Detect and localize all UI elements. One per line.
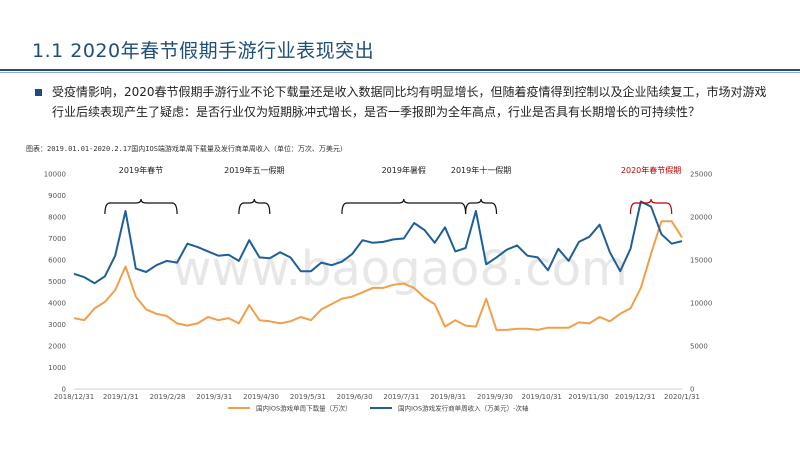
y-right-tick-label: 15000 xyxy=(690,257,712,265)
y-right-tick-label: 20000 xyxy=(690,214,712,222)
holiday-brace xyxy=(629,198,673,215)
y-left-tick-label: 8000 xyxy=(48,214,66,222)
legend-revenue-label: 国内IOS游戏发行商单周收入（万美元）-次轴 xyxy=(398,404,529,413)
y-left-tick-label: 2000 xyxy=(48,343,66,351)
y-left-tick-label: 3000 xyxy=(48,321,66,329)
y-left-tick-label: 6000 xyxy=(48,257,66,265)
holiday-brace xyxy=(104,198,178,215)
y-right-tick-label: 5000 xyxy=(690,343,708,351)
y-left-tick-label: 1000 xyxy=(48,364,66,372)
download-series-line xyxy=(73,220,683,331)
holiday-label: 2019年暑假 xyxy=(382,165,426,175)
x-tick-label: 2019/2/28 xyxy=(150,393,186,401)
x-tick-label: 2020/1/31 xyxy=(664,393,700,401)
y-left-tick-label: 7000 xyxy=(48,235,66,243)
x-tick-label: 2019/5/31 xyxy=(290,393,326,401)
y-left-tick-label: 5000 xyxy=(48,278,66,286)
legend-download-label: 国内IOS游戏单周下载量（万次） xyxy=(256,404,352,413)
holiday-label: 2019年春节 xyxy=(119,165,163,175)
x-tick-label: 2019/3/31 xyxy=(196,393,232,401)
x-tick-label: 2019/12/31 xyxy=(615,393,655,401)
y-left-tick-label: 0 xyxy=(62,386,66,394)
title-divider xyxy=(0,69,800,71)
y-right-tick-label: 0 xyxy=(690,386,694,394)
x-tick-label: 2019/8/31 xyxy=(430,393,466,401)
y-left-tick-label: 9000 xyxy=(48,192,66,200)
bullet-paragraph: 受疫情影响，2020春节假期手游行业不论下载量还是收入数据同比均有明显增长，但随… xyxy=(52,85,767,119)
holiday-label: 2019年五一假期 xyxy=(224,165,284,175)
holiday-brace xyxy=(464,198,498,215)
x-tick-label: 2018/12/31 xyxy=(54,393,94,401)
x-tick-label: 2019/9/30 xyxy=(477,393,513,401)
holiday-brace xyxy=(238,198,271,215)
page-title: 1.1 2020年春节假期手游行业表现突出 xyxy=(32,40,375,62)
y-right-tick-label: 10000 xyxy=(690,300,712,308)
x-tick-label: 2019/1/31 xyxy=(103,393,139,401)
y-left-tick-label: 10000 xyxy=(44,171,66,179)
x-tick-label: 2019/4/30 xyxy=(243,393,279,401)
revenue-series-line xyxy=(73,200,683,285)
holiday-brace xyxy=(341,198,467,215)
title-divider-thin xyxy=(0,72,800,73)
holiday-label: 2019年十一假期 xyxy=(451,165,511,175)
x-tick-label: 2019/7/31 xyxy=(383,393,419,401)
x-tick-label: 2019/6/30 xyxy=(337,393,373,401)
x-tick-label: 2019/11/30 xyxy=(568,393,608,401)
y-left-tick-label: 4000 xyxy=(48,300,66,308)
y-right-tick-label: 25000 xyxy=(690,171,712,179)
x-tick-label: 2019/10/31 xyxy=(522,393,562,401)
bullet-square-icon xyxy=(35,89,42,96)
watermark-text: www.baogao8.com xyxy=(172,241,627,297)
holiday-label: 2020年春节假期 xyxy=(621,165,681,175)
chart-caption: 图表：2019.01.01-2020.2.17国内IOS端游戏单周下载量及发行商… xyxy=(26,145,347,153)
